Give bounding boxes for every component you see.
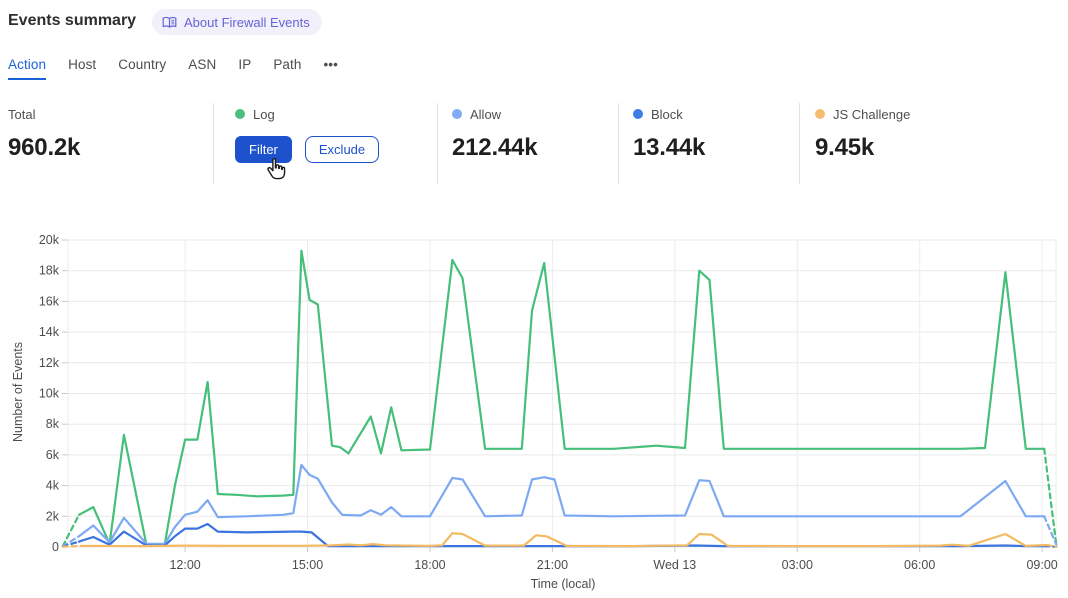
stat-card-js-challenge[interactable]: JS Challenge 9.45k	[815, 105, 910, 162]
tab-asn[interactable]: ASN	[188, 57, 217, 72]
x-tick-label: 21:00	[537, 558, 568, 572]
y-axis-title: Number of Events	[11, 341, 25, 443]
series-allow-dashed-tail	[1043, 515, 1058, 546]
series-log-dashed-tail	[1043, 447, 1058, 547]
stat-card-log[interactable]: Log Filter Exclude	[235, 105, 380, 163]
tab-ip[interactable]: IP	[238, 57, 252, 72]
js-challenge-value: 9.45k	[815, 134, 875, 161]
stats-divider	[618, 103, 619, 184]
stat-card-total[interactable]: Total 960.2k	[8, 105, 80, 162]
tab-path[interactable]: Path	[273, 57, 302, 72]
y-tick-label: 18k	[39, 264, 60, 278]
total-value: 960.2k	[8, 134, 81, 161]
stats-divider	[437, 103, 438, 184]
y-tick-label: 14k	[39, 325, 60, 339]
y-tick-label: 2k	[46, 509, 60, 523]
y-tick-label: 16k	[39, 294, 60, 308]
block-label: Block	[651, 106, 683, 122]
x-tick-label: 03:00	[782, 558, 813, 572]
log-actions: Filter Exclude	[235, 136, 380, 163]
y-tick-label: 12k	[39, 356, 60, 370]
x-tick-label: Wed 13	[653, 558, 696, 572]
y-tick-label: 10k	[39, 387, 60, 401]
series-js-challenge-dashed-head	[61, 544, 85, 548]
x-tick-label: 09:00	[1026, 558, 1057, 572]
open-book-icon	[162, 16, 177, 28]
y-tick-label: 4k	[46, 479, 60, 493]
badge-label: About Firewall Events	[184, 14, 310, 30]
exclude-button[interactable]: Exclude	[304, 136, 380, 163]
tab-country[interactable]: Country	[118, 57, 167, 72]
js-challenge-legend-dot-icon	[815, 109, 825, 119]
x-axis-title: Time (local)	[530, 577, 596, 591]
series-allow-line	[77, 463, 1046, 545]
tabs: Action Host Country ASN IP Path •••	[8, 57, 338, 80]
allow-value: 212.44k	[452, 134, 538, 161]
x-tick-label: 15:00	[292, 558, 323, 572]
y-tick-label: 6k	[46, 448, 60, 462]
y-tick-label: 0	[52, 540, 59, 554]
stat-card-block[interactable]: Block 13.44k	[633, 105, 705, 162]
series-log-dashed-head	[61, 513, 81, 548]
stats-divider	[213, 103, 214, 184]
y-tick-label: 8k	[46, 417, 60, 431]
total-label: Total	[8, 106, 36, 122]
about-firewall-events-link[interactable]: About Firewall Events	[152, 9, 322, 35]
tab-action[interactable]: Action	[8, 57, 47, 80]
stat-card-allow[interactable]: Allow 212.44k	[452, 105, 538, 162]
series-js-challenge-dashed-tail	[1045, 543, 1058, 548]
block-value: 13.44k	[633, 134, 706, 161]
page-title: Events summary	[8, 12, 137, 29]
x-tick-label: 12:00	[169, 558, 200, 572]
js-challenge-label: JS Challenge	[833, 106, 911, 122]
tab-more[interactable]: •••	[323, 57, 338, 72]
log-label: Log	[253, 106, 275, 122]
series-log-line	[77, 249, 1046, 546]
allow-label: Allow	[470, 106, 502, 122]
x-tick-label: 06:00	[904, 558, 935, 572]
x-tick-label: 18:00	[414, 558, 445, 572]
filter-button[interactable]: Filter	[235, 136, 292, 163]
tab-host[interactable]: Host	[68, 57, 97, 72]
y-tick-label: 20k	[39, 233, 60, 247]
allow-legend-dot-icon	[452, 109, 462, 119]
stats-divider	[799, 103, 800, 184]
series-js-challenge-line	[82, 532, 1048, 548]
block-legend-dot-icon	[633, 109, 643, 119]
log-legend-dot-icon	[235, 109, 245, 119]
